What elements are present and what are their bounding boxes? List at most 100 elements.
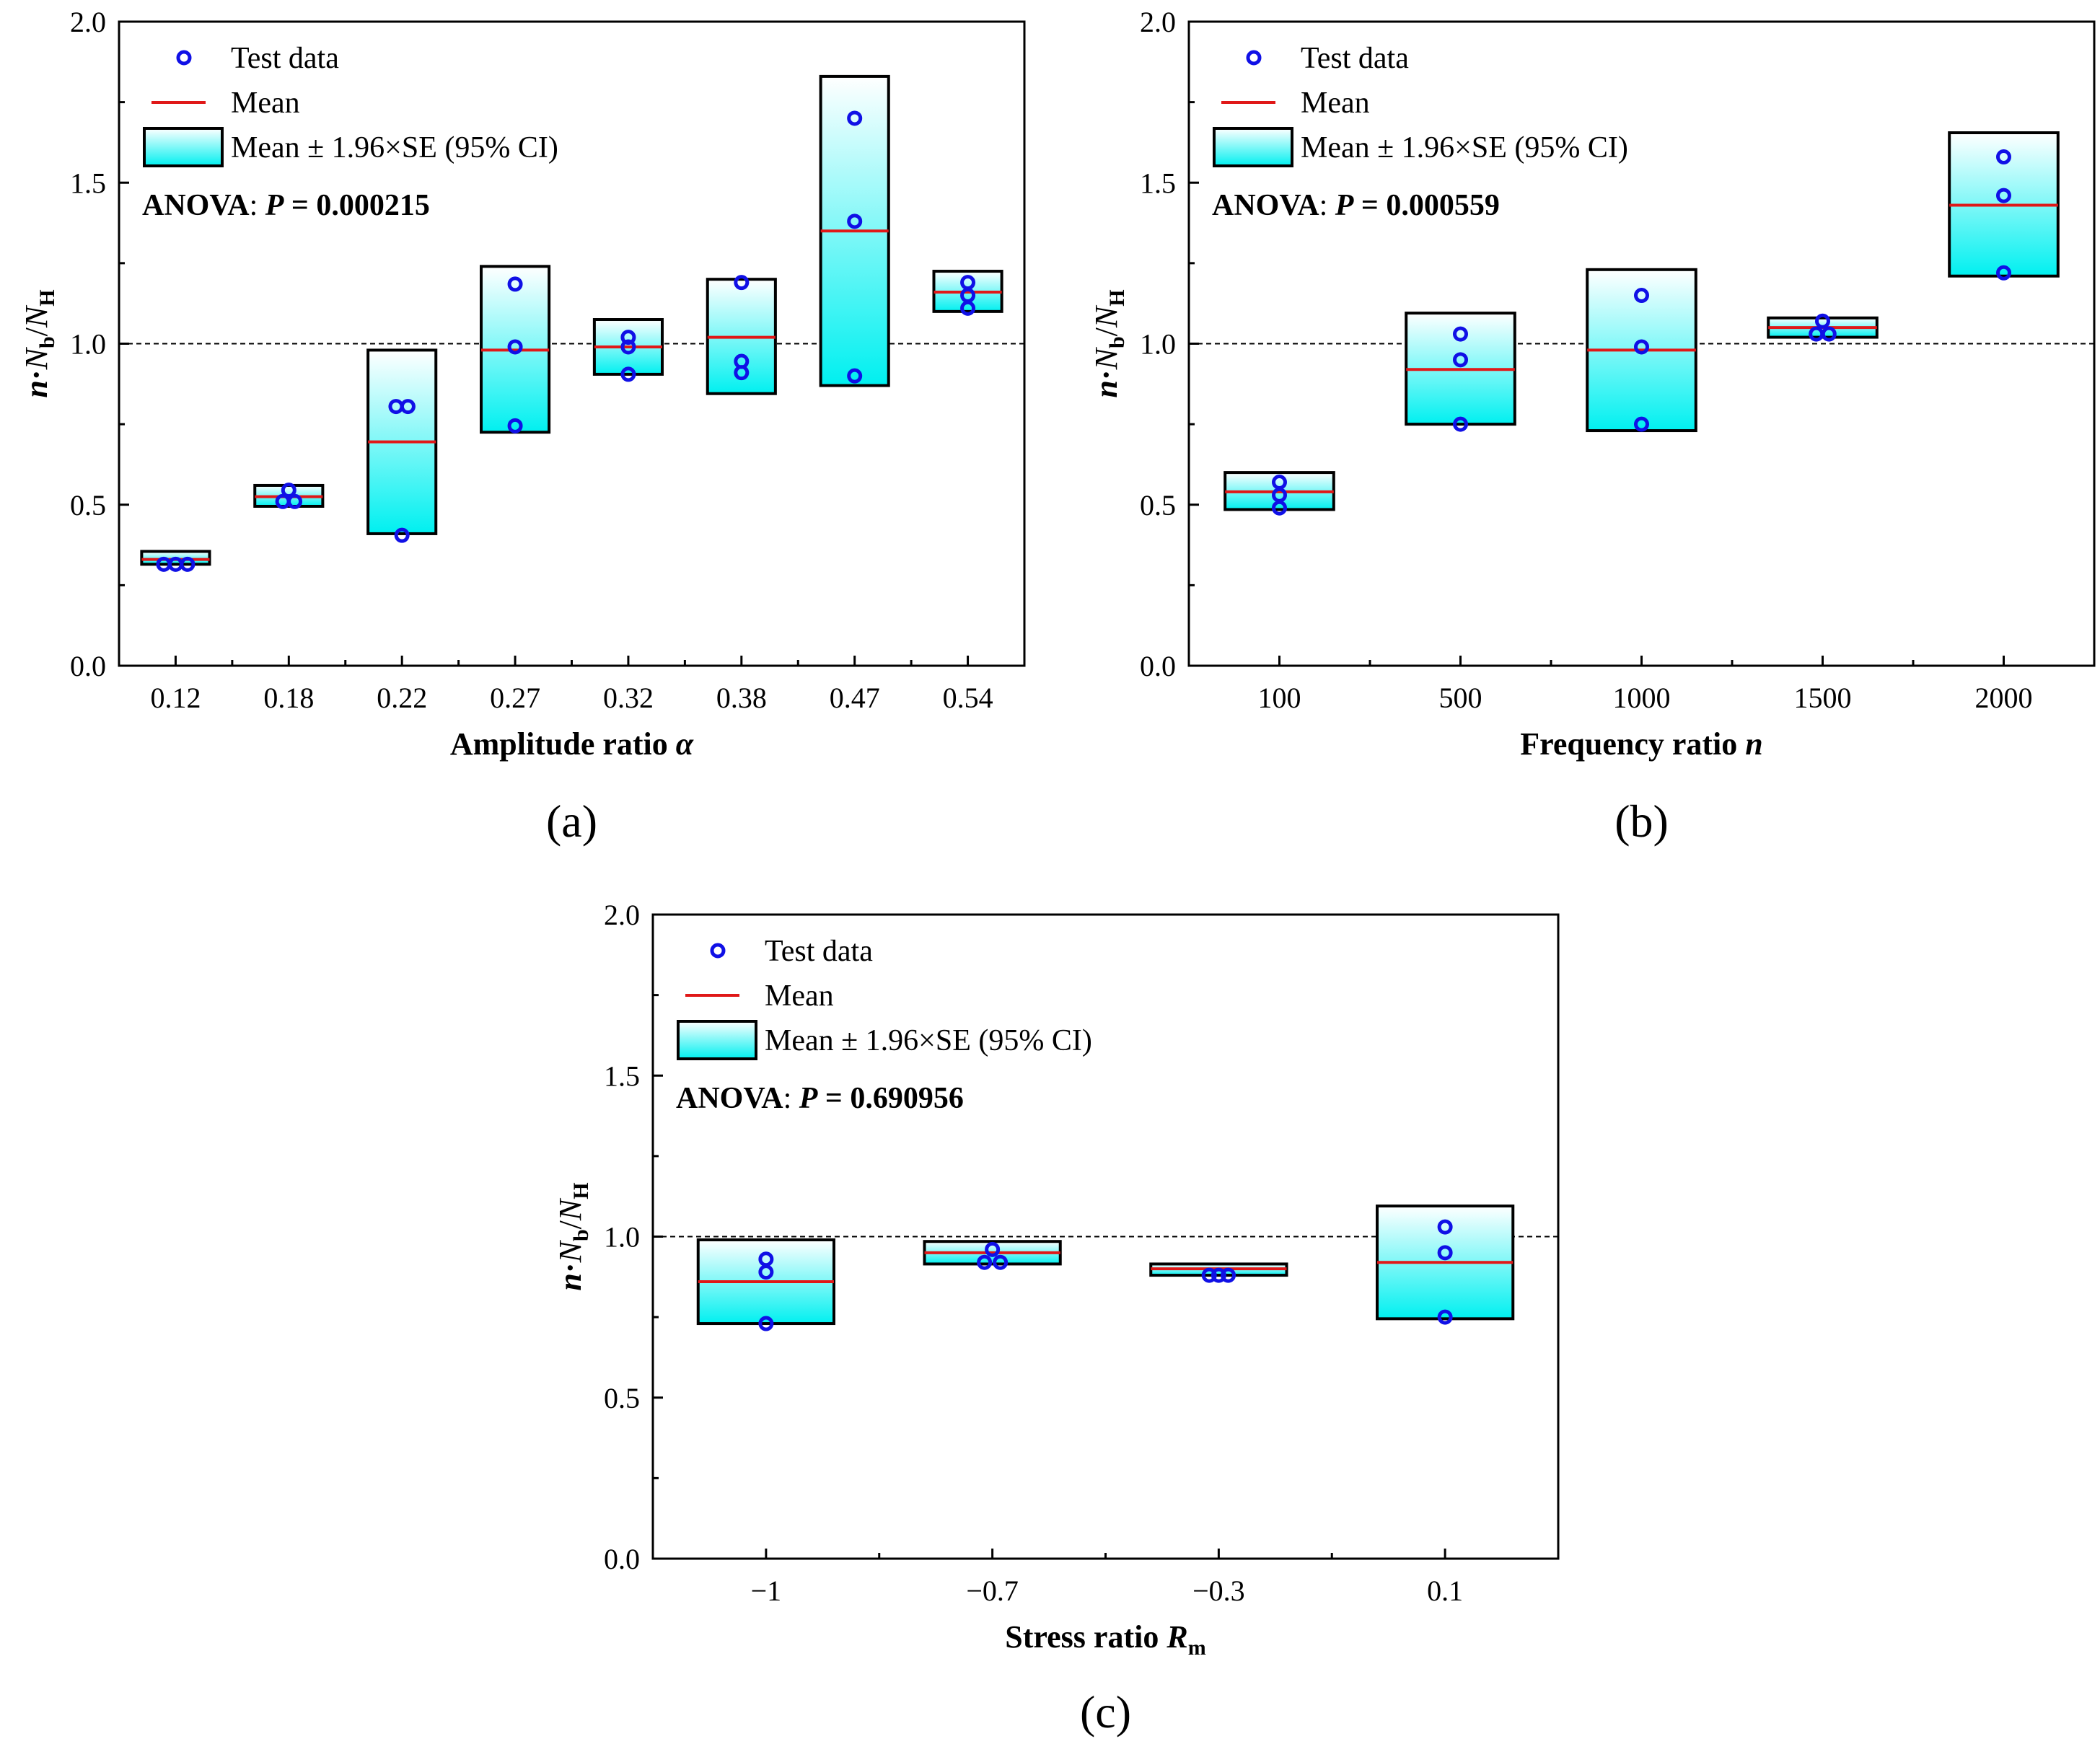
x-tick-label: 0.22	[377, 682, 427, 714]
x-axis-title-text: Frequency ratio	[1520, 726, 1745, 762]
y-axis-title-part: b	[35, 336, 59, 348]
legend-ci: Mean ± 1.96×SE (95% CI)	[765, 1024, 1092, 1057]
legend-ci-marker	[143, 127, 224, 167]
x-tick-label: 0.18	[263, 682, 314, 714]
chart-panel: 0.0 0.5 1.0 1.5 2.0 100 500 1000 1500 2000 Frequen…	[1089, 6, 2096, 847]
x-tick-label: 0.32	[603, 682, 654, 714]
y-tick-label: 2.0	[604, 899, 640, 931]
y-tick-label: 1.5	[1140, 167, 1176, 199]
x-axis-variable: n	[1745, 726, 1762, 762]
y-tick-label: 0.5	[1140, 489, 1176, 521]
y-axis-title-part: ·	[1089, 369, 1124, 380]
y-axis-title-part: N	[553, 1239, 588, 1263]
data-point	[758, 1264, 774, 1280]
data-point	[847, 213, 863, 229]
legend-mean: Mean	[1301, 87, 1370, 120]
x-tick-label: −1	[751, 1575, 782, 1607]
data-point	[1453, 352, 1468, 368]
legend-test-data: Test data	[231, 42, 339, 75]
legend-ci: Mean ± 1.96×SE (95% CI)	[231, 131, 558, 164]
data-point	[620, 330, 636, 345]
anova-part: ANOVA	[142, 189, 250, 222]
data-point	[507, 276, 523, 292]
x-tick-label: 0.38	[716, 682, 767, 714]
x-tick-label: 0.27	[490, 682, 540, 714]
data-point	[1821, 326, 1837, 342]
x-axis-title: Frequency ratio n	[1520, 726, 1763, 762]
y-axis-title-part: N	[19, 346, 54, 370]
data-point	[734, 275, 750, 291]
data-point	[1996, 265, 2011, 281]
anova-annotation: ANOVA: P = 0.690956	[676, 1082, 964, 1115]
x-axis-title-text: Stress ratio	[1005, 1619, 1167, 1655]
data-point	[1201, 1267, 1217, 1283]
x-tick-label: −0.3	[1192, 1575, 1245, 1607]
y-axis-title: n·Nb/NH	[553, 1182, 593, 1290]
data-point	[507, 418, 523, 433]
y-tick-label: 0.0	[604, 1543, 640, 1575]
y-tick-label: 2.0	[70, 6, 106, 38]
y-axis-title-part: /	[553, 1220, 588, 1229]
x-tick-label: 2000	[1975, 682, 2033, 714]
legend-test-data: Test data	[1301, 42, 1409, 75]
legend-mean: Mean	[765, 979, 834, 1013]
anova-part: = 0.000559	[1353, 189, 1499, 222]
y-axis-title: n·Nb/NH	[1089, 289, 1129, 397]
y-axis-title-part: ·	[19, 369, 54, 380]
legend-test-data: Test data	[765, 935, 873, 968]
legend-mean: Mean	[231, 87, 300, 120]
data-point	[1272, 500, 1287, 516]
y-axis-title-part: /	[1089, 327, 1124, 336]
anova-part: P	[799, 1082, 818, 1115]
y-axis-title-part: N	[553, 1197, 588, 1221]
y-axis-title-part: H	[569, 1182, 593, 1199]
data-point	[1437, 1245, 1453, 1261]
data-point	[847, 110, 863, 126]
anova-part: ANOVA	[676, 1082, 783, 1115]
y-axis-title-part: H	[1105, 289, 1129, 306]
y-tick-label: 1.0	[604, 1221, 640, 1254]
data-point	[758, 1316, 774, 1331]
data-point	[1815, 313, 1830, 329]
data-point	[985, 1241, 1001, 1257]
data-point	[507, 339, 523, 355]
data-point	[394, 527, 410, 543]
panel-label: (b)	[1614, 796, 1669, 847]
y-tick-label: 2.0	[1140, 6, 1176, 38]
anova-annotation: ANOVA: P = 0.000215	[142, 189, 430, 222]
x-axis-subscript: m	[1188, 1636, 1206, 1660]
anova-annotation: ANOVA: P = 0.000559	[1212, 189, 1500, 222]
data-point	[1634, 288, 1649, 304]
y-axis-title: n·Nb/NH	[19, 289, 59, 397]
data-point	[180, 556, 195, 572]
data-point	[847, 368, 863, 384]
y-axis-title-part: n	[553, 1273, 588, 1290]
data-point	[993, 1254, 1009, 1270]
legend-ci: Mean ± 1.96×SE (95% CI)	[1301, 131, 1628, 164]
data-point	[287, 493, 303, 509]
data-point	[1221, 1267, 1236, 1283]
y-axis-title-part: N	[1089, 346, 1124, 370]
data-point	[1211, 1267, 1226, 1283]
anova-part: :	[783, 1082, 799, 1115]
y-tick-label: 0.5	[604, 1382, 640, 1414]
data-point	[1996, 188, 2011, 203]
anova-part: = 0.000215	[284, 189, 429, 222]
y-axis-title-part: ·	[553, 1262, 588, 1273]
x-tick-label: 500	[1439, 682, 1482, 714]
y-tick-label: 1.5	[604, 1060, 640, 1092]
y-axis-title-part: H	[35, 289, 59, 306]
x-axis-variable: R	[1166, 1619, 1187, 1655]
y-tick-label: 1.5	[70, 167, 106, 199]
x-tick-label: 0.12	[150, 682, 201, 714]
y-axis-title-part: N	[19, 304, 54, 328]
y-tick-label: 0.0	[1140, 650, 1176, 682]
data-point	[734, 365, 750, 381]
y-axis-title-part: b	[569, 1229, 593, 1241]
data-point	[620, 366, 636, 382]
data-point	[620, 339, 636, 355]
data-point	[977, 1254, 993, 1270]
legend-ci-marker	[1213, 127, 1293, 167]
legend-point-marker	[710, 943, 726, 959]
y-axis-title-part: n	[19, 380, 54, 397]
